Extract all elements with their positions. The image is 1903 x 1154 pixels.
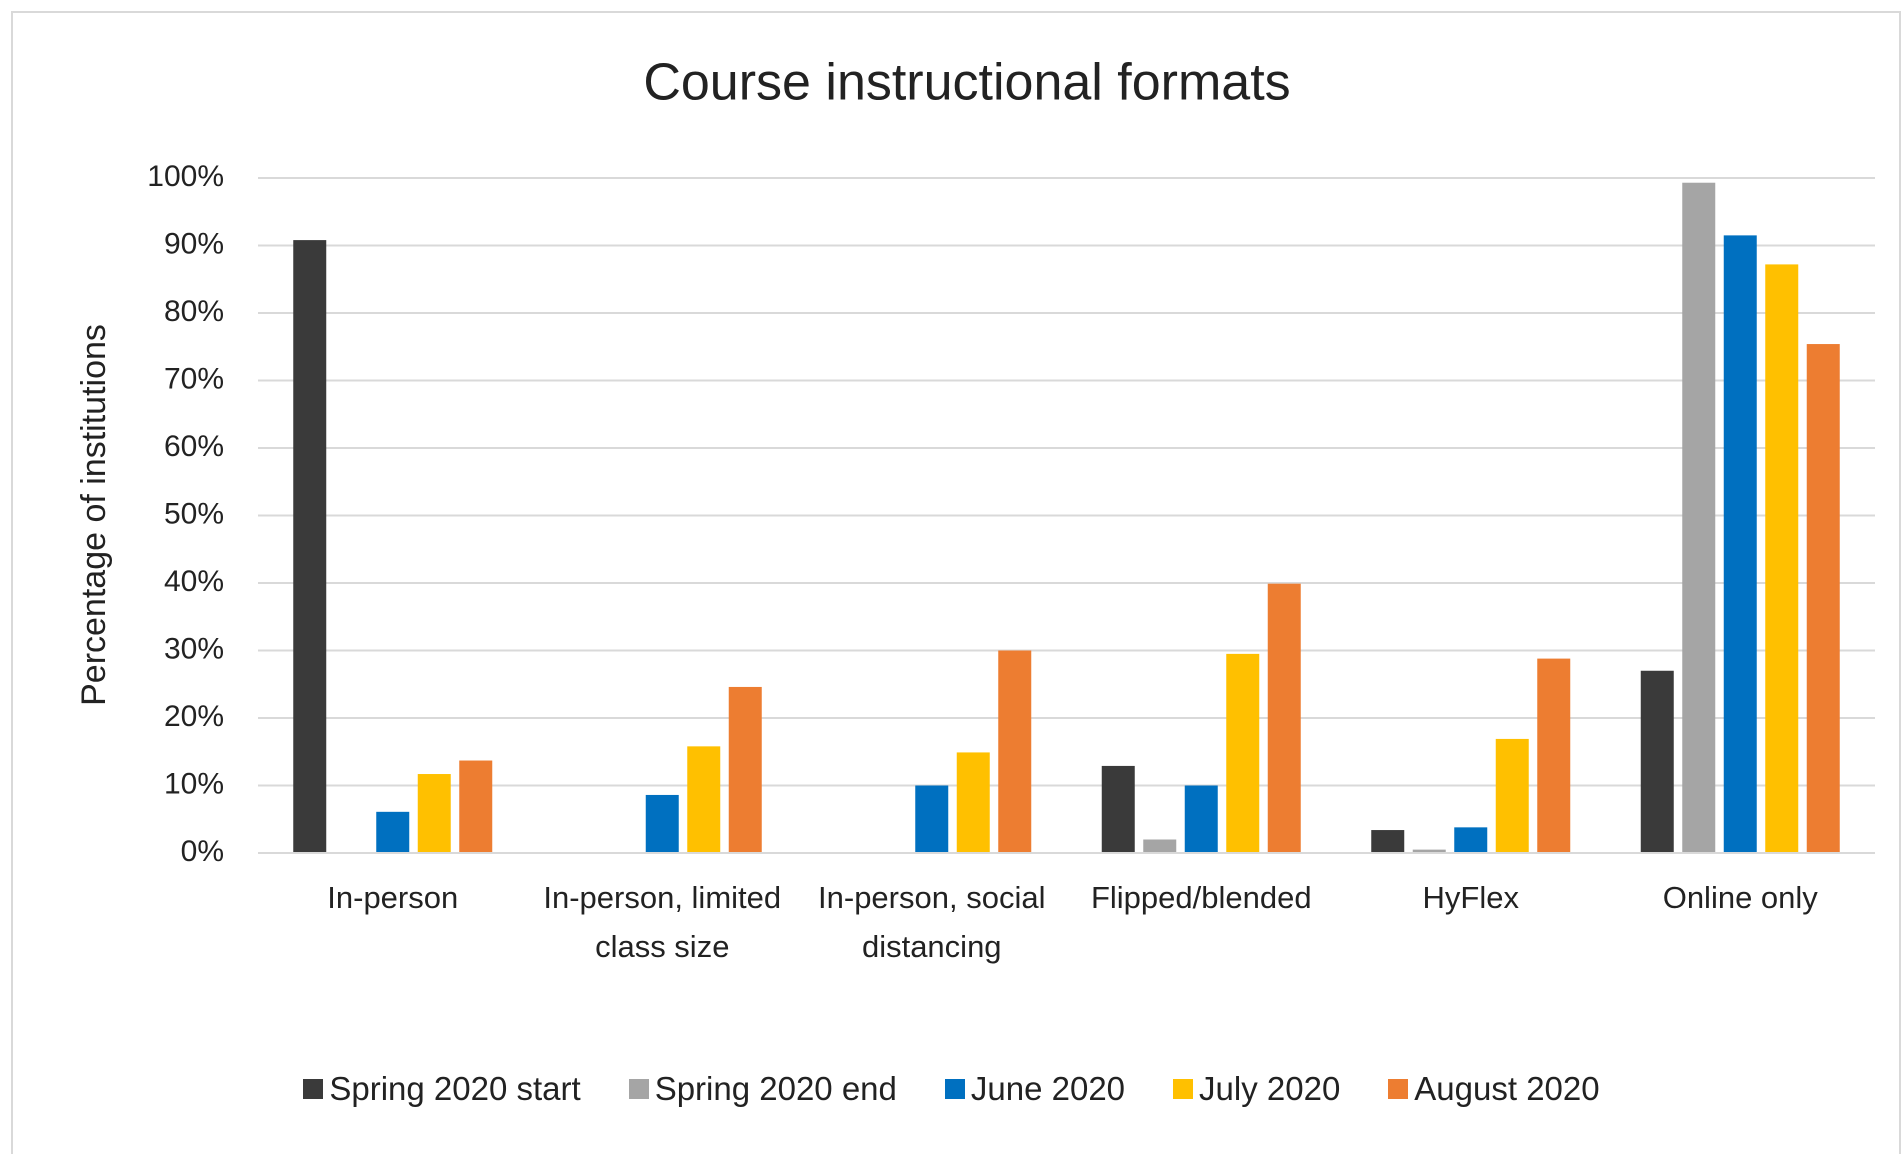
legend-swatch — [303, 1079, 324, 1099]
y-tick-label: 100% — [147, 160, 224, 193]
y-tick-label: 50% — [164, 497, 224, 530]
bar — [1184, 785, 1218, 853]
y-tick-label: 30% — [164, 632, 224, 665]
y-axis-label: Percentage of institutions — [75, 324, 113, 706]
legend-item: June 2020 — [944, 1070, 1126, 1108]
legend-swatch — [1388, 1079, 1409, 1099]
x-tick-label: HyFlex — [1422, 880, 1519, 915]
bar — [1143, 839, 1177, 853]
y-tick-label: 70% — [164, 362, 224, 395]
bar — [417, 774, 451, 853]
bar — [1723, 235, 1757, 853]
bar — [998, 650, 1032, 853]
bar — [1640, 670, 1674, 853]
chart-title: Course instructional formats — [643, 54, 1290, 112]
legend-item: Spring 2020 start — [303, 1070, 581, 1108]
bar — [1371, 830, 1405, 853]
legend-item: Spring 2020 end — [628, 1070, 897, 1108]
bar — [956, 752, 990, 853]
y-tick-label: 20% — [164, 700, 224, 733]
bar — [376, 811, 410, 853]
legend-swatch — [1173, 1079, 1194, 1099]
x-tick-label: Online only — [1662, 880, 1818, 915]
x-tick-label: In-person — [327, 880, 459, 915]
legend-label: Spring 2020 end — [654, 1070, 897, 1107]
legend-swatch — [628, 1079, 649, 1099]
bar — [1495, 738, 1529, 853]
bar — [1226, 653, 1260, 853]
bar — [1412, 849, 1446, 853]
legend: Spring 2020 start Spring 2020 end June 202… — [0, 1070, 1903, 1108]
bar — [293, 240, 327, 854]
bar — [1682, 182, 1716, 854]
y-tick-label: 10% — [164, 767, 224, 800]
bar — [1454, 827, 1488, 853]
chart-border — [11, 11, 1901, 1154]
bar — [459, 760, 493, 853]
bar — [915, 785, 949, 853]
bar — [1765, 264, 1799, 853]
bar — [687, 746, 721, 853]
x-tick-label: Flipped/blended — [1090, 880, 1312, 915]
bar — [1267, 583, 1301, 853]
bar — [1101, 765, 1135, 853]
legend-item: July 2020 — [1173, 1070, 1340, 1108]
x-tick-label: In-person, social distancing — [818, 880, 1046, 964]
y-tick-label: 80% — [164, 295, 224, 328]
y-tick-label: 60% — [164, 430, 224, 463]
legend-label: June 2020 — [970, 1070, 1126, 1107]
legend-label: Spring 2020 start — [329, 1070, 581, 1107]
y-tick-label: 90% — [164, 227, 224, 260]
y-tick-label: 40% — [164, 565, 224, 598]
legend-swatch — [944, 1079, 965, 1099]
x-tick-label: In-person, limited class size — [543, 880, 782, 964]
bar — [645, 794, 679, 853]
bar — [1537, 658, 1571, 853]
legend-item: August 2020 — [1388, 1070, 1600, 1108]
legend-label: August 2020 — [1414, 1070, 1600, 1107]
y-tick-label: 0% — [181, 835, 224, 868]
bar — [728, 686, 762, 853]
bar — [1806, 344, 1840, 853]
legend-label: July 2020 — [1199, 1070, 1341, 1107]
